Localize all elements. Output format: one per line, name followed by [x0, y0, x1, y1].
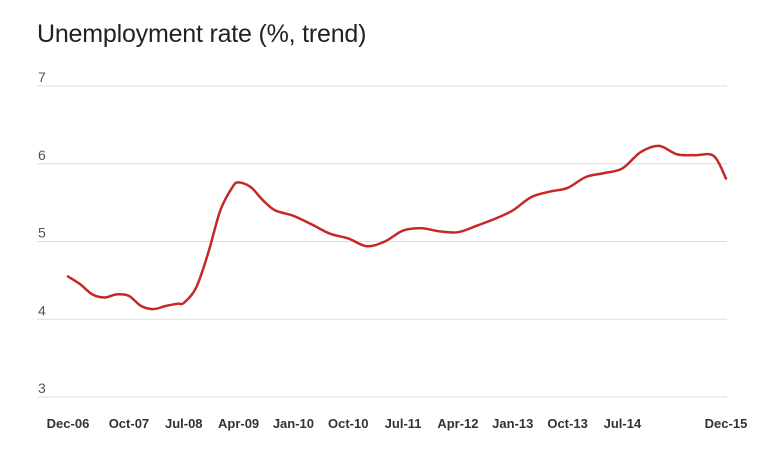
y-tick-label: 5 — [38, 225, 46, 241]
series-line-unemployment — [66, 144, 728, 311]
x-tick-label: Apr-09 — [218, 416, 259, 431]
x-tick-label: Jul-08 — [165, 416, 203, 431]
y-tick-label: 3 — [38, 380, 46, 396]
y-tick-label: 4 — [38, 302, 46, 318]
x-tick-label: Jul-14 — [604, 416, 642, 431]
x-tick-label: Jul-11 — [385, 416, 422, 431]
chart-title: Unemployment rate (%, trend) — [37, 20, 367, 48]
y-tick-label: 7 — [38, 69, 46, 85]
x-tick-label: Jan-10 — [273, 416, 314, 431]
x-tick-label: Jan-13 — [492, 416, 533, 431]
x-tick-label: Dec-06 — [47, 416, 90, 431]
x-axis-tick-labels: Dec-06 Oct-07 Jul-08 Apr-09 Jan-10 Oct-10 Jul-… — [47, 416, 748, 431]
y-tick-label: 6 — [38, 147, 46, 163]
x-tick-label: Oct-10 — [328, 416, 368, 431]
series-lines — [66, 144, 728, 311]
x-tick-label: Oct-13 — [547, 416, 587, 431]
x-tick-label: Dec-15 — [705, 416, 748, 431]
y-axis-tick-labels: 3 4 5 6 7 — [38, 69, 46, 396]
x-tick-label: Oct-07 — [109, 416, 149, 431]
x-tick-label: Apr-12 — [437, 416, 478, 431]
